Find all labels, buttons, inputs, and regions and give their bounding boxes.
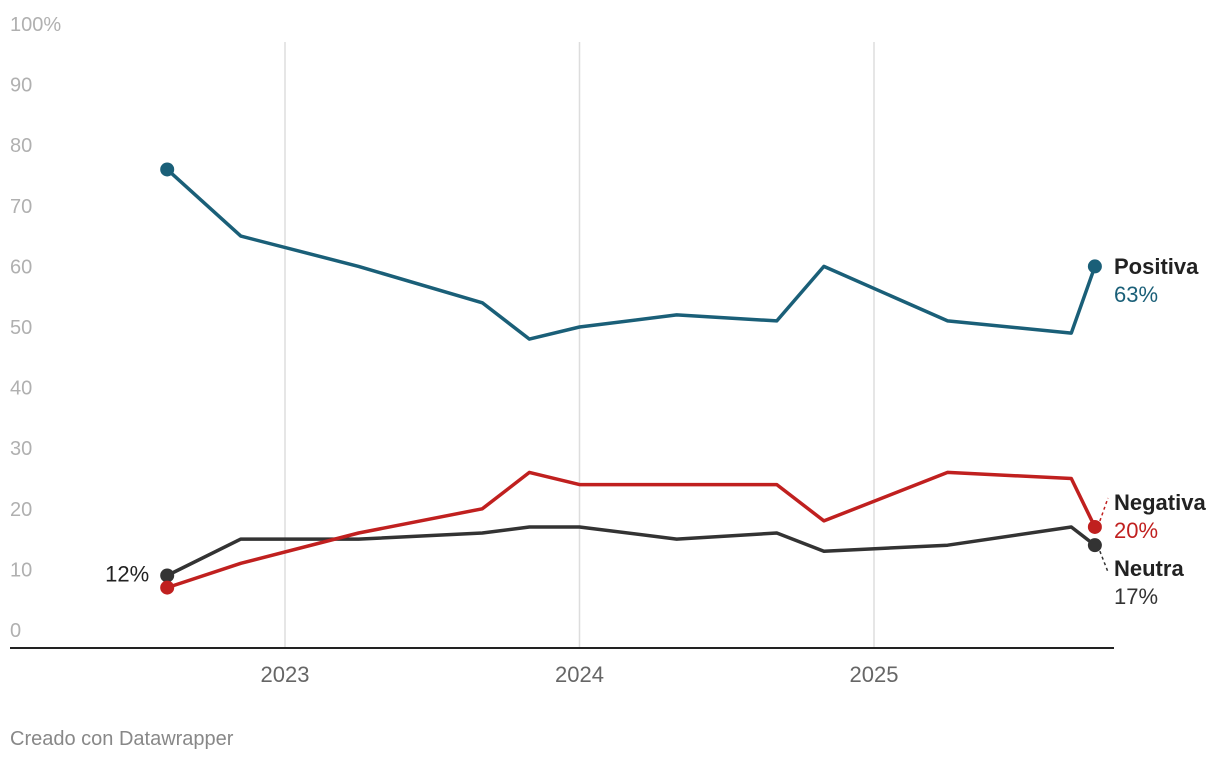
y-tick-label-80: 80 [10,135,32,157]
series-line-positiva [165,167,1097,341]
point-neutra-start [160,568,175,583]
label-negativa-name: Negativa [1114,490,1206,515]
point-negativa-end [1087,519,1102,534]
point-negativa-start [160,580,175,595]
series-line-neutra [165,525,1097,578]
label-neutra-name: Neutra [1114,556,1184,581]
x-tick-label-2024: 2024 [555,662,604,687]
leader-neutra [1099,550,1109,573]
series-lines [165,167,1097,590]
point-positiva-start [160,162,175,177]
label-neutra-value: 17% [1114,584,1158,609]
series-labels: Positiva 63% Negativa 20% Neutra 17% 12% [105,254,1206,609]
series-markers [160,162,1102,595]
y-tick-label-50: 50 [10,317,32,339]
y-tick-label-70: 70 [10,196,32,218]
y-tick-label-100: 100% [10,14,61,36]
label-positiva-value: 63% [1114,282,1158,307]
point-positiva-end [1087,259,1102,274]
label-positiva-name: Positiva [1114,254,1199,279]
y-tick-label-30: 30 [10,438,32,460]
gridlines [284,42,875,648]
x-tick-label-2023: 2023 [261,662,310,687]
y-axis-labels: 100% 90 80 70 60 50 40 30 20 10 0 [10,14,61,642]
y-tick-label-0: 0 [10,620,21,642]
y-tick-label-40: 40 [10,378,32,400]
y-tick-label-20: 20 [10,499,32,521]
x-axis-labels: 2023 2024 2025 [261,662,899,687]
leader-negativa [1099,497,1109,522]
label-neutra-start-value: 12% [105,561,149,586]
label-negativa-value: 20% [1114,518,1158,543]
y-tick-label-10: 10 [10,559,32,581]
y-tick-label-90: 90 [10,75,32,97]
series-line-negativa [165,470,1097,590]
datawrapper-credit[interactable]: Creado con Datawrapper [10,728,234,750]
point-neutra-end [1087,538,1102,553]
x-tick-label-2025: 2025 [850,662,899,687]
y-tick-label-60: 60 [10,256,32,278]
